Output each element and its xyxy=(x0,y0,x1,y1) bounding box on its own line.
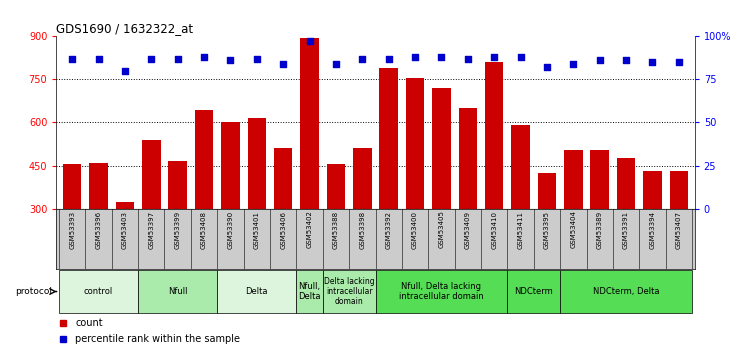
Bar xyxy=(459,108,477,295)
Text: GSM53398: GSM53398 xyxy=(359,210,365,249)
Text: protocol: protocol xyxy=(16,287,53,296)
Point xyxy=(673,59,685,65)
Text: GSM53403: GSM53403 xyxy=(122,210,128,248)
Text: GSM53395: GSM53395 xyxy=(544,210,550,248)
Text: GSM53400: GSM53400 xyxy=(412,210,418,248)
Point xyxy=(620,58,632,63)
Bar xyxy=(590,150,609,295)
Bar xyxy=(485,62,503,295)
Bar xyxy=(274,148,292,295)
Bar xyxy=(379,68,398,295)
Point xyxy=(277,61,289,67)
Bar xyxy=(560,270,692,313)
Point xyxy=(488,54,500,60)
Text: GSM53404: GSM53404 xyxy=(570,210,576,248)
Point xyxy=(514,54,526,60)
Text: GSM53389: GSM53389 xyxy=(597,210,603,249)
Text: GSM53402: GSM53402 xyxy=(306,210,312,248)
Text: GSM53394: GSM53394 xyxy=(650,210,656,248)
Text: Delta lacking
intracellular
domain: Delta lacking intracellular domain xyxy=(324,277,375,306)
Text: percentile rank within the sample: percentile rank within the sample xyxy=(75,334,240,344)
Point xyxy=(567,61,579,67)
Bar xyxy=(376,270,508,313)
Text: GSM53388: GSM53388 xyxy=(333,210,339,249)
Bar xyxy=(142,140,161,295)
Point xyxy=(330,61,342,67)
Point xyxy=(198,54,210,60)
Bar xyxy=(300,38,318,295)
Point xyxy=(356,56,368,61)
Text: GSM53392: GSM53392 xyxy=(386,210,392,248)
Text: GSM53401: GSM53401 xyxy=(254,210,260,248)
Text: Nfull, Delta lacking
intracellular domain: Nfull, Delta lacking intracellular domai… xyxy=(399,282,484,301)
Text: GSM53405: GSM53405 xyxy=(439,210,445,248)
Text: GSM53396: GSM53396 xyxy=(95,210,101,249)
Point xyxy=(145,56,157,61)
Text: Nfull,
Delta: Nfull, Delta xyxy=(298,282,321,301)
Text: control: control xyxy=(84,287,113,296)
Bar xyxy=(297,270,323,313)
Text: Nfull: Nfull xyxy=(168,287,188,296)
Bar xyxy=(564,150,583,295)
Bar xyxy=(433,88,451,295)
Text: GSM53397: GSM53397 xyxy=(148,210,154,249)
Text: GSM53390: GSM53390 xyxy=(228,210,234,249)
Point xyxy=(225,58,237,63)
Text: NDCterm: NDCterm xyxy=(514,287,553,296)
Bar xyxy=(59,270,138,313)
Point xyxy=(92,56,104,61)
Text: GDS1690 / 1632322_at: GDS1690 / 1632322_at xyxy=(56,22,194,35)
Point xyxy=(541,65,553,70)
Point xyxy=(303,39,315,44)
Bar xyxy=(89,163,107,295)
Bar xyxy=(222,122,240,295)
Text: GSM53399: GSM53399 xyxy=(175,210,181,249)
Text: GSM53411: GSM53411 xyxy=(517,210,523,248)
Point xyxy=(409,54,421,60)
Text: GSM53410: GSM53410 xyxy=(491,210,497,248)
Bar xyxy=(508,270,560,313)
Bar xyxy=(538,173,556,295)
Point xyxy=(251,56,263,61)
Text: GSM53407: GSM53407 xyxy=(676,210,682,248)
Bar xyxy=(406,78,424,295)
Bar xyxy=(116,201,134,295)
Text: count: count xyxy=(75,318,103,328)
Bar xyxy=(63,164,81,295)
Text: NDCterm, Delta: NDCterm, Delta xyxy=(593,287,659,296)
Bar xyxy=(138,270,217,313)
Bar xyxy=(353,148,372,295)
Text: GSM53409: GSM53409 xyxy=(465,210,471,248)
Bar xyxy=(617,158,635,295)
Text: GSM53406: GSM53406 xyxy=(280,210,286,248)
Text: Delta: Delta xyxy=(246,287,268,296)
Point xyxy=(462,56,474,61)
Bar xyxy=(217,270,297,313)
Bar xyxy=(511,125,529,295)
Bar xyxy=(168,161,187,295)
Bar xyxy=(327,164,345,295)
Text: GSM53408: GSM53408 xyxy=(201,210,207,248)
Point xyxy=(436,54,448,60)
Bar xyxy=(195,109,213,295)
Text: GSM53391: GSM53391 xyxy=(623,210,629,249)
Point xyxy=(119,68,131,73)
Bar xyxy=(644,171,662,295)
Point xyxy=(594,58,606,63)
Text: GSM53393: GSM53393 xyxy=(69,210,75,249)
Point xyxy=(647,59,659,65)
Point xyxy=(383,56,395,61)
Bar xyxy=(323,270,376,313)
Point xyxy=(172,56,184,61)
Point xyxy=(66,56,78,61)
Bar xyxy=(670,171,688,295)
Bar xyxy=(248,118,266,295)
